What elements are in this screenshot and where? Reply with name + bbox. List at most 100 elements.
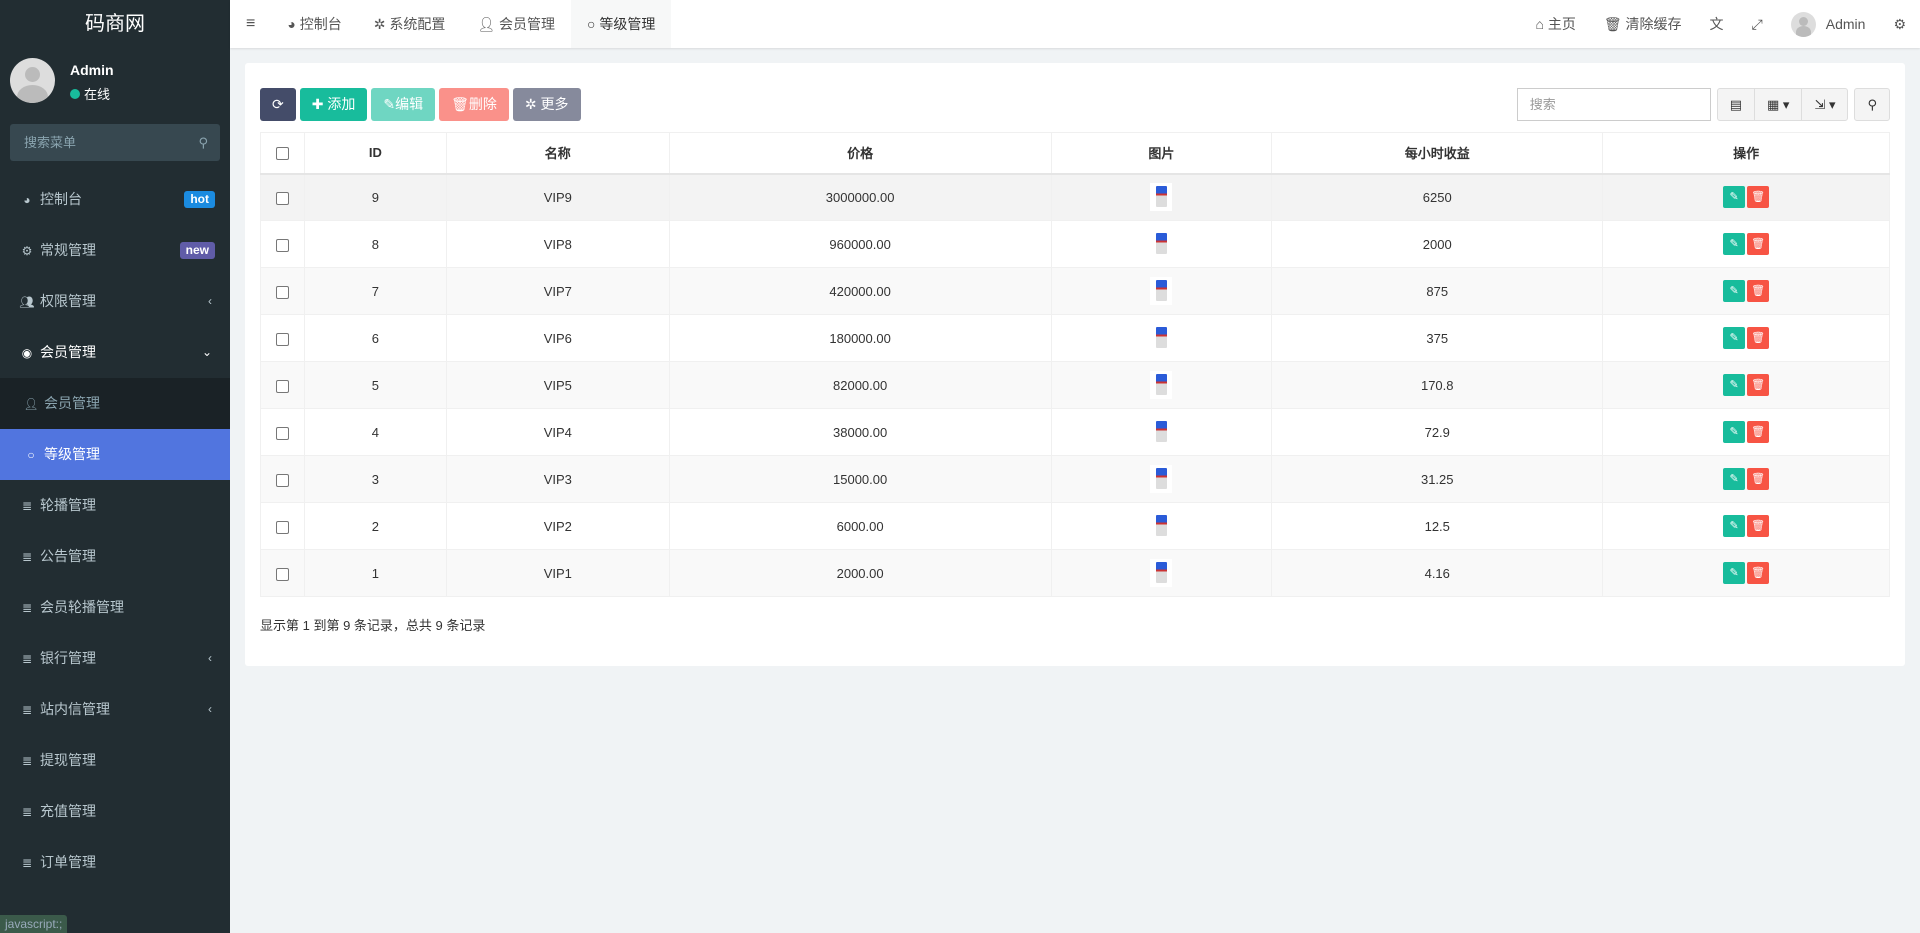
sidebar-item[interactable]: ≣ 充值管理 (0, 786, 230, 837)
row-select[interactable] (260, 267, 305, 315)
checkbox[interactable] (275, 426, 289, 440)
checkbox[interactable] (275, 332, 289, 346)
table-row[interactable]: 6 VIP6 180000.00 375 ✎ 🗑︎ (260, 314, 1890, 362)
col-header[interactable]: 每小时收益 (1271, 132, 1604, 175)
row-edit-button[interactable]: ✎ (1723, 374, 1746, 396)
clear-cache-button[interactable]: 🗑︎ 清除缓存 (1590, 0, 1696, 48)
tab-dashboard[interactable]: ◕ 控制台 (271, 0, 357, 48)
machine-thumbnail[interactable] (1150, 324, 1173, 352)
toggle-view-icon[interactable]: ▤ (1718, 89, 1756, 120)
delete-button[interactable]: 🗑︎删除 (439, 88, 509, 121)
machine-thumbnail[interactable] (1150, 183, 1173, 212)
machine-thumbnail[interactable] (1150, 512, 1173, 540)
add-button[interactable]: ✚ 添加 (299, 88, 368, 121)
edit-button[interactable]: ✎编辑 (371, 88, 436, 121)
sidebar-item[interactable]: ≣ 轮播管理 (0, 480, 230, 531)
checkbox[interactable] (275, 473, 289, 487)
advanced-search-button[interactable]: ⚲ (1854, 88, 1890, 121)
row-delete-button[interactable]: 🗑︎ (1747, 421, 1770, 443)
row-select[interactable] (260, 549, 305, 597)
col-header[interactable]: 价格 (668, 132, 1052, 175)
row-delete-button[interactable]: 🗑︎ (1747, 562, 1770, 584)
row-delete-button[interactable]: 🗑︎ (1747, 327, 1770, 349)
col-header[interactable]: 名称 (445, 132, 670, 175)
table-search-input[interactable]: 搜索 (1516, 88, 1711, 121)
sidebar-item[interactable]: ◕ 控制台 hot (0, 174, 230, 225)
row-delete-button[interactable]: 🗑︎ (1747, 186, 1770, 209)
translate-icon[interactable]: 文 (1709, 16, 1724, 32)
table-row[interactable]: 1 VIP1 2000.00 4.16 ✎ 🗑︎ (260, 549, 1890, 597)
machine-thumbnail[interactable] (1150, 371, 1173, 399)
menu-toggle-icon[interactable]: ≡ (246, 15, 256, 32)
row-edit-button[interactable]: ✎ (1723, 562, 1746, 584)
row-select[interactable] (260, 314, 305, 362)
table-row[interactable]: 2 VIP2 6000.00 12.5 ✎ 🗑︎ (260, 502, 1890, 550)
row-edit-button[interactable]: ✎ (1723, 515, 1746, 537)
checkbox[interactable] (275, 191, 289, 205)
row-delete-button[interactable]: 🗑︎ (1747, 374, 1770, 396)
users-icon: 👥︎ (19, 295, 35, 309)
row-delete-button[interactable]: 🗑︎ (1747, 233, 1770, 255)
row-edit-button[interactable]: ✎ (1723, 280, 1746, 302)
row-edit-button[interactable]: ✎ (1723, 468, 1746, 490)
table-row[interactable]: 9 VIP9 3000000.00 6250 ✎ 🗑︎ (260, 173, 1890, 221)
row-select[interactable] (260, 502, 305, 550)
machine-thumbnail[interactable] (1150, 230, 1173, 258)
tab-member[interactable]: 👤︎ 会员管理 (461, 0, 571, 48)
row-select[interactable] (260, 455, 305, 503)
machine-thumbnail[interactable] (1150, 559, 1173, 587)
sidebar-item[interactable]: ≣ 公告管理 (0, 531, 230, 582)
menu-search-input[interactable]: 搜索菜单 ⚲ (10, 124, 220, 161)
row-edit-button[interactable]: ✎ (1723, 421, 1746, 443)
refresh-button[interactable]: ⟳ (260, 88, 296, 121)
tab-level[interactable]: ○ 等级管理 (571, 0, 672, 48)
cell-actions: ✎ 🗑︎ (1602, 455, 1890, 503)
sidebar-item[interactable]: ◉ 会员管理 ⌄ (0, 327, 230, 378)
checkbox[interactable] (275, 520, 289, 534)
row-edit-button[interactable]: ✎ (1723, 186, 1746, 209)
machine-thumbnail[interactable] (1150, 418, 1173, 446)
table-row[interactable]: 5 VIP5 82000.00 170.8 ✎ 🗑︎ (260, 361, 1890, 409)
row-select[interactable] (260, 220, 305, 268)
settings-cogs-icon[interactable]: ⚙ (1893, 16, 1906, 32)
row-delete-button[interactable]: 🗑︎ (1747, 280, 1770, 302)
checkbox[interactable] (275, 285, 289, 299)
row-select[interactable] (260, 173, 305, 221)
home-link[interactable]: ⌂ 主页 (1522, 0, 1590, 48)
row-select[interactable] (260, 361, 305, 409)
row-edit-button[interactable]: ✎ (1723, 327, 1746, 349)
sidebar-item[interactable]: ○ 等级管理 (0, 429, 230, 480)
machine-thumbnail[interactable] (1150, 465, 1173, 493)
table-row[interactable]: 3 VIP3 15000.00 31.25 ✎ 🗑︎ (260, 455, 1890, 503)
row-edit-button[interactable]: ✎ (1723, 233, 1746, 255)
sidebar-item[interactable]: ⚙ 常规管理 new (0, 225, 230, 276)
machine-thumbnail[interactable] (1150, 277, 1173, 305)
table-row[interactable]: 4 VIP4 38000.00 72.9 ✎ 🗑︎ (260, 408, 1890, 456)
logo[interactable]: 码商网 (85, 13, 145, 35)
row-delete-button[interactable]: 🗑︎ (1747, 515, 1770, 537)
more-button[interactable]: ✲ 更多 (512, 88, 581, 121)
checkbox[interactable] (275, 379, 289, 393)
columns-dropdown-icon[interactable]: ▦ ▾ (1755, 89, 1803, 120)
sidebar-item[interactable]: ≣ 会员轮播管理 (0, 582, 230, 633)
checkbox[interactable] (275, 147, 289, 161)
checkbox[interactable] (275, 567, 289, 581)
tab-system-config[interactable]: ✲ 系统配置 (358, 0, 462, 48)
sidebar-item[interactable]: 👤︎ 会员管理 (0, 378, 230, 429)
cell-hourly-income: 72.9 (1271, 408, 1604, 456)
row-delete-button[interactable]: 🗑︎ (1747, 468, 1770, 490)
user-menu[interactable]: Admin (1777, 0, 1880, 48)
sidebar-item[interactable]: ≣ 提现管理 (0, 735, 230, 786)
table-row[interactable]: 7 VIP7 420000.00 875 ✎ 🗑︎ (260, 267, 1890, 315)
checkbox[interactable] (275, 238, 289, 252)
sidebar-item[interactable]: ≣ 银行管理 ‹ (0, 633, 230, 684)
sidebar-item[interactable]: ≣ 站内信管理 ‹ (0, 684, 230, 735)
col-header[interactable]: ID (303, 132, 447, 175)
fullscreen-icon[interactable]: ⤢ (1751, 16, 1763, 32)
table-row[interactable]: 8 VIP8 960000.00 2000 ✎ 🗑︎ (260, 220, 1890, 268)
row-select[interactable] (260, 408, 305, 456)
export-dropdown-icon[interactable]: ⇲ ▾ (1814, 97, 1836, 112)
select-all[interactable] (260, 132, 305, 175)
sidebar-item[interactable]: 👥︎ 权限管理 ‹ (0, 276, 230, 327)
sidebar-item[interactable]: ≣ 订单管理 (0, 837, 230, 888)
